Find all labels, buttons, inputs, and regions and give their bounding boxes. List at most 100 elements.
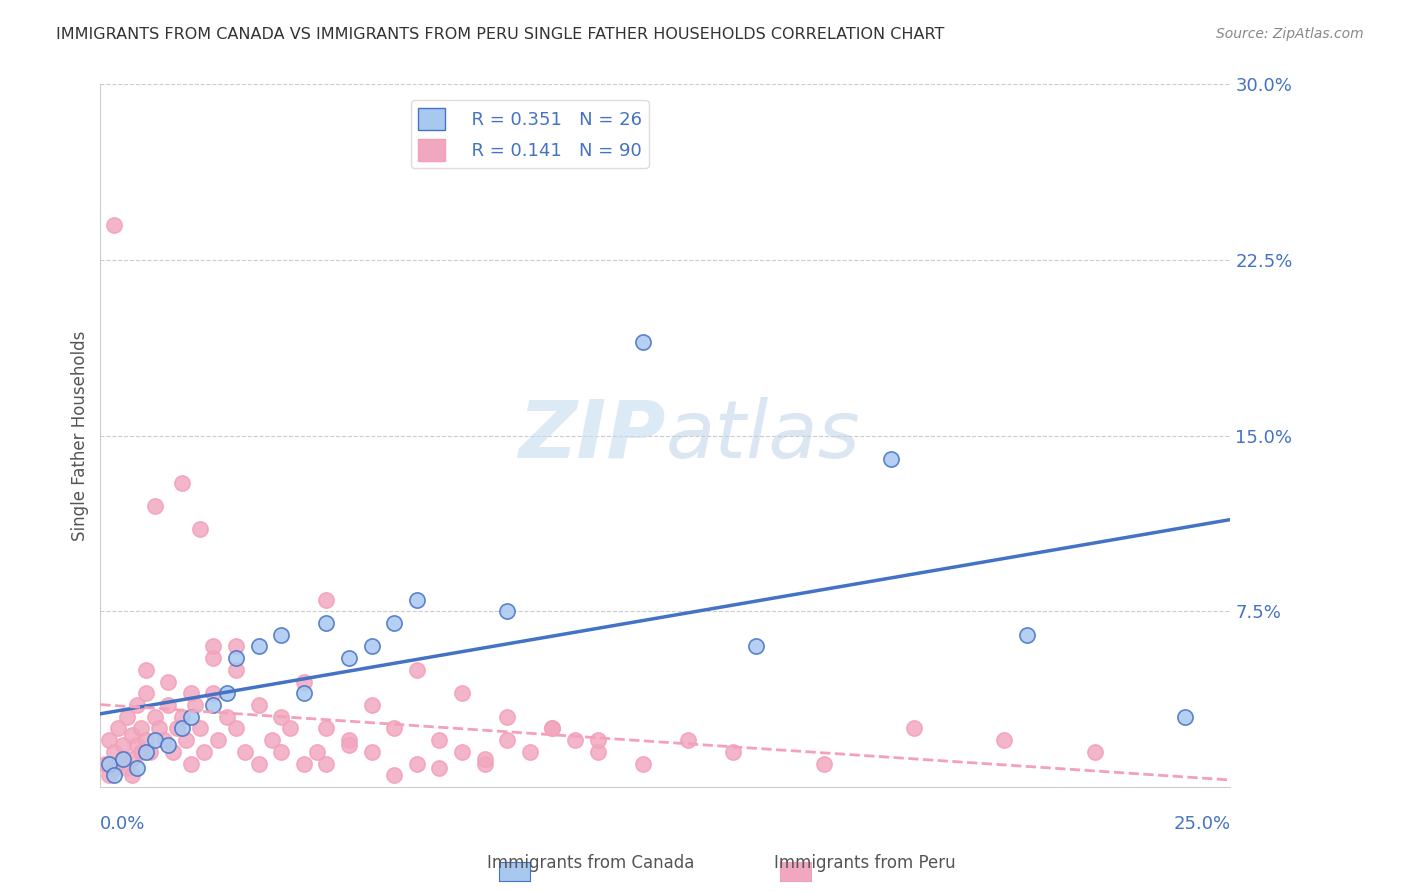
- Point: [405, 756, 427, 771]
- Point: [270, 745, 292, 759]
- Point: [157, 738, 180, 752]
- Point: [207, 733, 229, 747]
- Point: [360, 640, 382, 654]
- Point: [564, 733, 586, 747]
- Point: [270, 709, 292, 723]
- Point: [111, 752, 134, 766]
- Point: [180, 686, 202, 700]
- Point: [880, 452, 903, 467]
- Point: [337, 651, 360, 665]
- Point: [143, 499, 166, 513]
- Text: Immigrants from Peru: Immigrants from Peru: [773, 855, 956, 872]
- Text: Immigrants from Canada: Immigrants from Canada: [486, 855, 695, 872]
- Point: [496, 733, 519, 747]
- Point: [188, 522, 211, 536]
- Point: [247, 640, 270, 654]
- Point: [262, 733, 284, 747]
- Text: IMMIGRANTS FROM CANADA VS IMMIGRANTS FROM PERU SINGLE FATHER HOUSEHOLDS CORRELAT: IMMIGRANTS FROM CANADA VS IMMIGRANTS FRO…: [56, 27, 945, 42]
- Point: [247, 756, 270, 771]
- Point: [121, 768, 143, 782]
- Point: [315, 756, 337, 771]
- Point: [139, 745, 162, 759]
- Point: [451, 686, 474, 700]
- Point: [292, 674, 315, 689]
- Point: [233, 745, 256, 759]
- Point: [721, 745, 744, 759]
- Point: [307, 745, 329, 759]
- Point: [215, 686, 238, 700]
- Point: [474, 752, 496, 766]
- Point: [170, 475, 193, 490]
- Point: [121, 752, 143, 766]
- Point: [157, 674, 180, 689]
- Point: [1015, 628, 1038, 642]
- Point: [405, 663, 427, 677]
- Point: [193, 745, 215, 759]
- Point: [315, 722, 337, 736]
- Point: [98, 768, 121, 782]
- Point: [405, 592, 427, 607]
- Point: [125, 761, 148, 775]
- Point: [631, 756, 654, 771]
- Point: [103, 745, 125, 759]
- Point: [382, 615, 405, 630]
- Point: [993, 733, 1015, 747]
- Point: [202, 698, 225, 712]
- Point: [121, 728, 143, 742]
- Point: [427, 761, 450, 775]
- Text: atlas: atlas: [665, 397, 860, 475]
- Point: [162, 745, 184, 759]
- Text: 0.0%: 0.0%: [100, 815, 146, 833]
- Point: [225, 640, 247, 654]
- Point: [813, 756, 835, 771]
- Point: [315, 615, 337, 630]
- Point: [129, 722, 152, 736]
- Point: [125, 698, 148, 712]
- Point: [107, 756, 129, 771]
- Point: [148, 722, 170, 736]
- Point: [202, 651, 225, 665]
- Point: [1084, 745, 1107, 759]
- Point: [180, 756, 202, 771]
- Point: [278, 722, 301, 736]
- Point: [586, 733, 609, 747]
- Y-axis label: Single Father Households: Single Father Households: [72, 331, 89, 541]
- Point: [541, 722, 564, 736]
- Point: [135, 733, 157, 747]
- Point: [676, 733, 699, 747]
- Point: [174, 733, 197, 747]
- Point: [382, 722, 405, 736]
- Point: [202, 686, 225, 700]
- Point: [1174, 709, 1197, 723]
- Point: [496, 709, 519, 723]
- Point: [170, 709, 193, 723]
- Point: [225, 722, 247, 736]
- Point: [135, 686, 157, 700]
- Point: [315, 592, 337, 607]
- Point: [170, 722, 193, 736]
- Point: [188, 722, 211, 736]
- Point: [117, 709, 139, 723]
- Point: [225, 663, 247, 677]
- Point: [382, 768, 405, 782]
- Point: [180, 709, 202, 723]
- Point: [360, 745, 382, 759]
- Point: [225, 651, 247, 665]
- Point: [98, 756, 121, 771]
- Text: Source: ZipAtlas.com: Source: ZipAtlas.com: [1216, 27, 1364, 41]
- Point: [157, 698, 180, 712]
- Point: [143, 733, 166, 747]
- Point: [292, 756, 315, 771]
- Point: [94, 756, 117, 771]
- Point: [166, 722, 188, 736]
- Point: [103, 761, 125, 775]
- Legend:   R = 0.351   N = 26,   R = 0.141   N = 90: R = 0.351 N = 26, R = 0.141 N = 90: [411, 101, 648, 168]
- Point: [631, 334, 654, 349]
- Point: [247, 698, 270, 712]
- Text: ZIP: ZIP: [517, 397, 665, 475]
- Point: [474, 756, 496, 771]
- Point: [125, 738, 148, 752]
- Point: [184, 698, 207, 712]
- Point: [292, 686, 315, 700]
- Point: [143, 709, 166, 723]
